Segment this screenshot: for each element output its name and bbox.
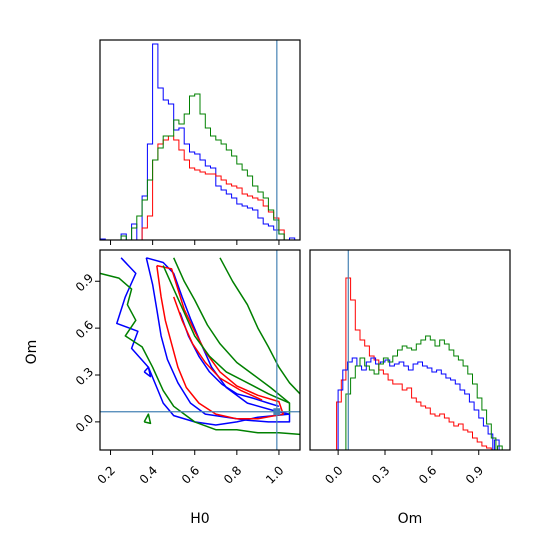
- h0-histogram-series: [99, 43, 296, 241]
- joint-contours: [99, 257, 301, 436]
- joint-contour-9: [162, 265, 290, 404]
- om-hist-tick-label-2: 0.6: [416, 463, 439, 486]
- joint-y-tick-label-1: 0.3: [73, 365, 96, 388]
- joint-y-ticks: 0.0 0.3 0.6 0.9: [73, 271, 100, 435]
- joint-x-tick-label-4: 1.0: [263, 463, 286, 486]
- h0-hist-series-2: [120, 93, 285, 241]
- joint-contour-4: [156, 264, 284, 420]
- joint-frame: [99, 249, 301, 451]
- om-hist-series-1: [337, 357, 500, 451]
- om-hist-tick-label-1: 0.3: [369, 463, 392, 486]
- om-hist-tick-label-0: 0.0: [322, 463, 345, 486]
- x-axis-label-om: Om: [398, 511, 423, 527]
- h0-histogram-frame: [99, 39, 301, 241]
- joint-y-tick-label-3: 0.9: [73, 271, 96, 294]
- om-histogram-frame: [309, 249, 511, 451]
- joint-y-tick-label-2: 0.6: [73, 318, 96, 341]
- om-hist-tick-label-3: 0.9: [463, 463, 486, 486]
- x-axis-label-h0: H0: [190, 511, 209, 527]
- joint-contour-3: [143, 366, 152, 378]
- joint-panel: 0.2 0.4 0.6 0.8 1.0 0.0 0.3 0.6 0.9 H0 Om: [24, 249, 301, 527]
- joint-contour-7: [219, 257, 301, 395]
- joint-contour-6: [173, 257, 291, 415]
- om-hist-series-2: [345, 335, 503, 451]
- joint-y-tick-label-0: 0.0: [73, 412, 96, 435]
- h0-histogram-panel: [99, 39, 301, 245]
- om-histogram-series: [336, 277, 503, 451]
- om-histogram-panel: 0.0 0.3 0.6 0.9 Om: [309, 249, 511, 527]
- joint-truth-marker: [273, 408, 281, 416]
- joint-contour-8: [99, 272, 301, 436]
- joint-contour-10: [143, 413, 152, 425]
- om-hist-series-0: [336, 277, 492, 450]
- joint-contour-5: [172, 296, 263, 401]
- h0-hist-series-0: [99, 43, 296, 241]
- h0-histogram-ticks: [110, 240, 280, 245]
- om-histogram-ticks: 0.0 0.3 0.6 0.9: [322, 450, 486, 487]
- joint-x-tick-label-3: 0.8: [221, 463, 244, 486]
- joint-x-tick-label-2: 0.6: [179, 463, 202, 486]
- joint-x-tick-label-1: 0.4: [137, 463, 160, 486]
- joint-contour-0: [145, 257, 291, 423]
- y-axis-label-om: Om: [24, 340, 40, 365]
- joint-x-ticks: 0.2 0.4 0.6 0.8 1.0: [95, 450, 286, 487]
- joint-contour-1: [116, 257, 290, 426]
- joint-x-tick-label-0: 0.2: [95, 463, 118, 486]
